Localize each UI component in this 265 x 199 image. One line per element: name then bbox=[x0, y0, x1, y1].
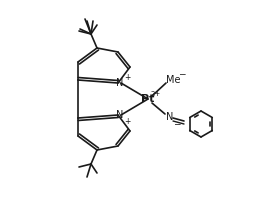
Text: Pt: Pt bbox=[141, 94, 155, 104]
Text: N: N bbox=[116, 78, 124, 88]
Text: +: + bbox=[124, 72, 130, 82]
Text: −: − bbox=[173, 120, 181, 129]
Text: +: + bbox=[124, 116, 130, 126]
Text: 2+: 2+ bbox=[151, 91, 161, 97]
Text: N: N bbox=[166, 112, 174, 122]
Text: N: N bbox=[116, 110, 124, 120]
Text: −: − bbox=[178, 69, 186, 78]
Text: Me: Me bbox=[166, 75, 180, 85]
